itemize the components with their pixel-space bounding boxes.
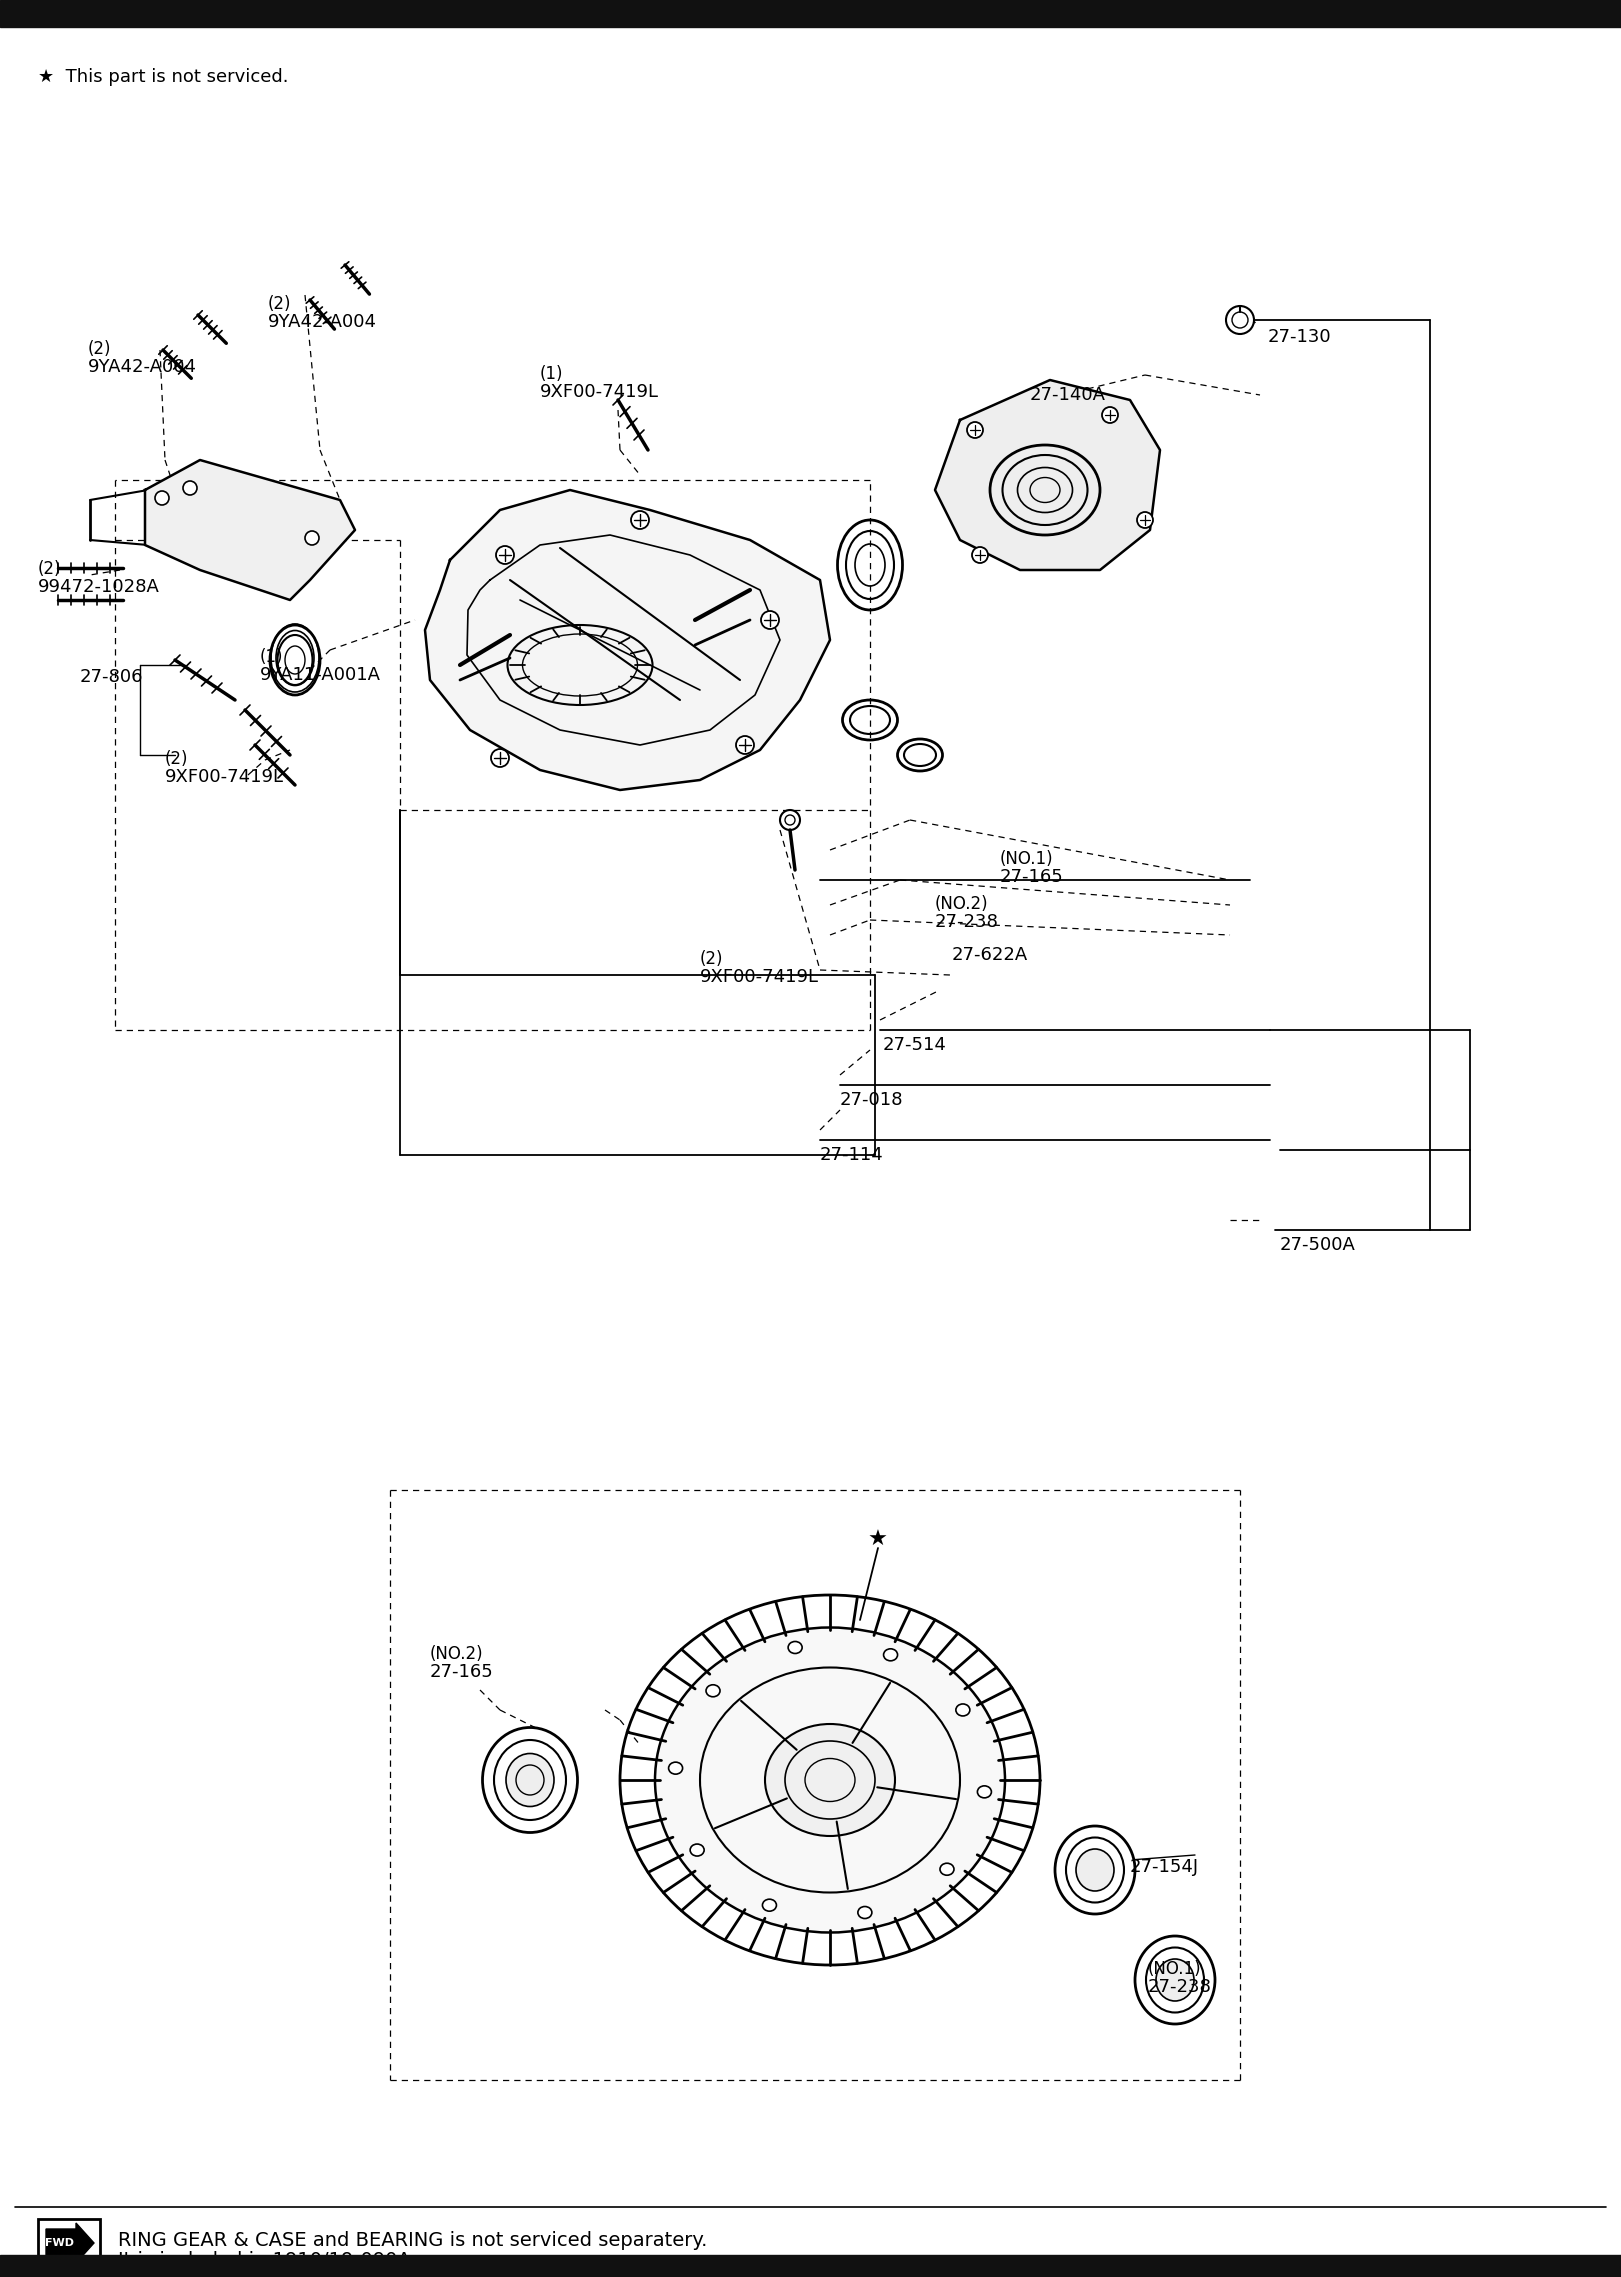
Text: (NO.2): (NO.2) <box>430 1644 483 1662</box>
Text: 9XF00-7419L: 9XF00-7419L <box>165 767 284 786</box>
Ellipse shape <box>956 1703 969 1717</box>
Text: 27-154J: 27-154J <box>1130 1858 1200 1876</box>
Ellipse shape <box>977 1785 992 1799</box>
Polygon shape <box>425 490 830 790</box>
Ellipse shape <box>765 1724 895 1835</box>
Text: It is included in 1910/19-090A: It is included in 1910/19-090A <box>118 2252 410 2270</box>
Text: (1): (1) <box>540 364 564 383</box>
Text: ★  This part is not serviced.: ★ This part is not serviced. <box>37 68 289 87</box>
Ellipse shape <box>883 1649 898 1660</box>
Polygon shape <box>935 380 1161 569</box>
Text: (NO.2): (NO.2) <box>935 895 989 913</box>
Text: 9YA42-A004: 9YA42-A004 <box>88 357 198 376</box>
Circle shape <box>183 480 198 494</box>
Circle shape <box>1225 305 1255 335</box>
Ellipse shape <box>1076 1849 1114 1890</box>
Ellipse shape <box>655 1628 1005 1933</box>
Circle shape <box>973 546 989 562</box>
Circle shape <box>1102 408 1118 424</box>
Text: (2): (2) <box>88 339 112 357</box>
Text: 9YA11-A001A: 9YA11-A001A <box>259 665 381 683</box>
Circle shape <box>156 492 169 505</box>
Text: 27-806: 27-806 <box>79 667 144 685</box>
Polygon shape <box>144 460 355 601</box>
Text: FWD: FWD <box>45 2238 75 2247</box>
Text: (2): (2) <box>267 296 292 312</box>
Text: (NO.1): (NO.1) <box>1000 849 1054 868</box>
Ellipse shape <box>668 1762 682 1774</box>
Text: (1): (1) <box>259 649 284 665</box>
Text: 27-500A: 27-500A <box>1281 1236 1355 1255</box>
Ellipse shape <box>858 1906 872 1920</box>
Polygon shape <box>45 2222 94 2263</box>
Circle shape <box>1136 512 1153 528</box>
Ellipse shape <box>940 1863 955 1876</box>
Circle shape <box>780 811 801 831</box>
Circle shape <box>736 735 754 754</box>
Text: (2): (2) <box>700 950 723 968</box>
Ellipse shape <box>483 1728 577 1833</box>
Ellipse shape <box>788 1642 802 1653</box>
Text: 27-018: 27-018 <box>840 1091 903 1109</box>
Ellipse shape <box>1055 1826 1135 1915</box>
Text: 27-238: 27-238 <box>1148 1979 1213 1997</box>
Ellipse shape <box>762 1899 776 1910</box>
Circle shape <box>968 421 982 437</box>
Circle shape <box>491 749 509 767</box>
Text: (2): (2) <box>165 749 188 767</box>
Text: 27-114: 27-114 <box>820 1145 883 1164</box>
Text: 27-238: 27-238 <box>935 913 999 931</box>
Circle shape <box>631 510 648 528</box>
Text: 99472-1028A: 99472-1028A <box>37 578 160 597</box>
Text: 27-165: 27-165 <box>430 1662 494 1680</box>
Text: 9XF00-7419L: 9XF00-7419L <box>540 383 660 401</box>
Text: ★: ★ <box>867 1530 888 1551</box>
Circle shape <box>760 610 780 628</box>
Text: 9YA42-A004: 9YA42-A004 <box>267 312 378 330</box>
Ellipse shape <box>1135 1935 1216 2024</box>
Bar <box>37 2220 101 2268</box>
Text: 27-130: 27-130 <box>1268 328 1331 346</box>
Circle shape <box>305 531 319 544</box>
Text: 27-514: 27-514 <box>883 1036 947 1054</box>
Ellipse shape <box>691 1844 704 1856</box>
Text: 27-622A: 27-622A <box>952 945 1028 963</box>
Text: (2): (2) <box>37 560 62 578</box>
Ellipse shape <box>506 1753 554 1806</box>
Bar <box>0 2254 1621 2277</box>
Text: 27-165: 27-165 <box>1000 868 1063 886</box>
Text: 9XF00-7419L: 9XF00-7419L <box>700 968 819 986</box>
Text: 27-140A: 27-140A <box>1029 387 1106 403</box>
Bar <box>0 0 1621 27</box>
Ellipse shape <box>707 1685 720 1696</box>
Text: RING GEAR & CASE and BEARING is not serviced separatery.: RING GEAR & CASE and BEARING is not serv… <box>118 2231 707 2250</box>
Ellipse shape <box>1156 1958 1195 2001</box>
Circle shape <box>496 546 514 565</box>
Text: (NO.1): (NO.1) <box>1148 1960 1201 1979</box>
